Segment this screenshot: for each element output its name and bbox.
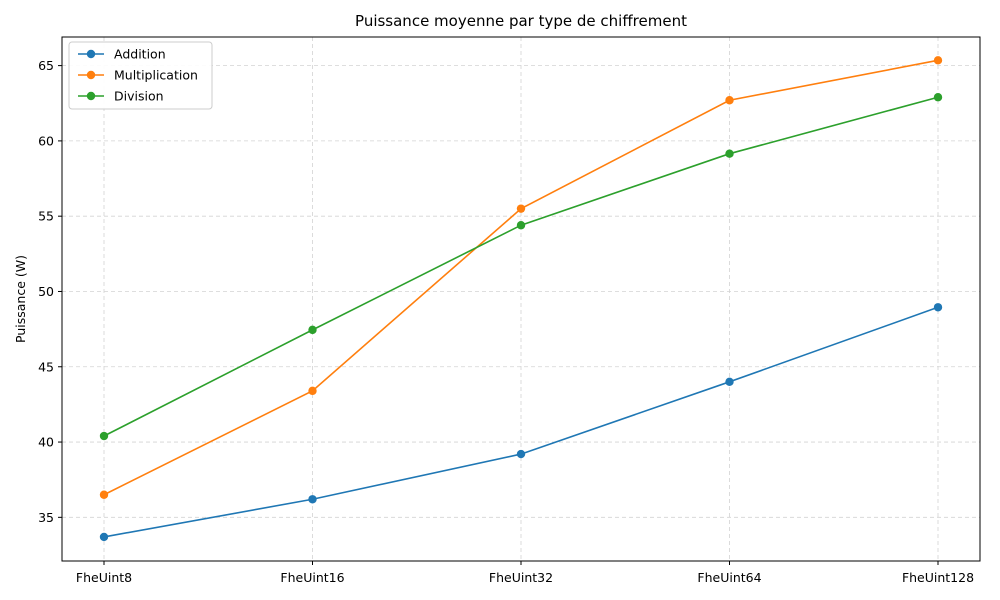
data-point-addition	[516, 449, 526, 459]
legend-marker-addition	[86, 49, 96, 59]
grid-lines	[62, 37, 980, 561]
y-axis-title: Puissance (W)	[13, 255, 28, 343]
y-tick-label: 50	[38, 284, 54, 299]
data-point-addition	[933, 303, 943, 312]
x-tick-label: FheUint128	[902, 570, 974, 585]
series-line-division	[103, 96, 939, 437]
legend: Addition Multiplication Division	[68, 41, 213, 110]
data-point-addition	[725, 377, 734, 387]
data-point-multiplication	[308, 386, 317, 396]
legend-marker-multiplication	[86, 70, 96, 80]
data-point-multiplication	[99, 490, 109, 499]
y-tick-label: 35	[38, 510, 54, 525]
legend-frame	[68, 41, 213, 110]
y-tick-label: 60	[38, 133, 54, 148]
data-point-division	[99, 431, 109, 441]
x-tick-label: FheUint64	[697, 570, 761, 585]
y-tick-label: 65	[38, 58, 54, 73]
legend-marker-division	[86, 91, 96, 101]
data-point-addition	[308, 495, 317, 504]
y-tick-label: 45	[38, 359, 54, 374]
data-point-addition	[99, 532, 109, 542]
data-point-division	[308, 325, 317, 335]
x-tick-label: FheUint16	[280, 570, 344, 585]
series-lines	[99, 56, 943, 542]
legend-label-multiplication: Multiplication	[114, 68, 198, 83]
data-point-multiplication	[725, 96, 734, 105]
data-point-division	[725, 149, 734, 158]
y-tick-label: 40	[38, 435, 54, 450]
data-point-division	[516, 221, 526, 230]
axis-ticks: FheUint8 FheUint16 FheUint32 FheUint64 FheUi…	[38, 58, 974, 585]
legend-label-division: Division	[114, 89, 164, 104]
x-tick-label: FheUint32	[489, 570, 553, 585]
chart-title: Puissance moyenne par type de chiffremen…	[355, 12, 687, 30]
x-tick-label: FheUint8	[76, 570, 132, 585]
legend-label-addition: Addition	[114, 47, 166, 62]
y-tick-label: 55	[38, 209, 54, 224]
data-point-multiplication	[933, 56, 943, 65]
data-point-division	[933, 93, 943, 102]
data-point-multiplication	[516, 204, 526, 213]
